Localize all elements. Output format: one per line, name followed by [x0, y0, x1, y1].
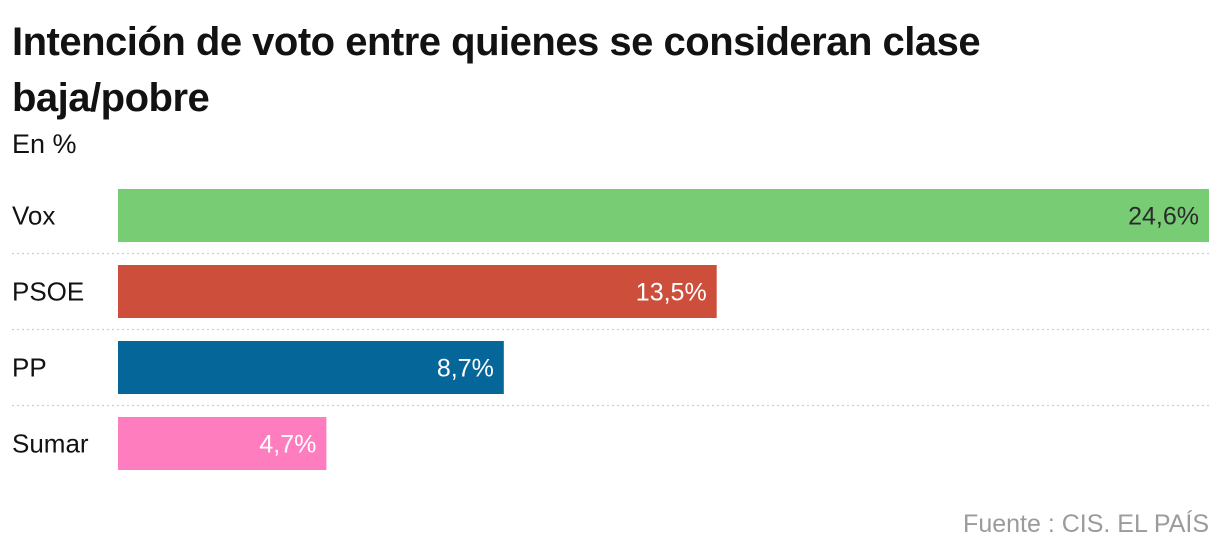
chart-subtitle: En %: [12, 129, 77, 159]
category-label: PSOE: [12, 277, 84, 307]
chart-title: Intención de voto entre quienes se consi…: [12, 20, 981, 120]
bar-row-pp: PP 8,7%: [12, 341, 1209, 407]
bar: [118, 189, 1209, 242]
category-label: Sumar: [12, 429, 89, 459]
value-label: 24,6%: [1128, 203, 1199, 231]
category-label: PP: [12, 353, 47, 383]
bar: [118, 417, 327, 470]
bar-row-psoe: PSOE 13,5%: [12, 265, 1209, 331]
bar-row-sumar: Sumar 4,7%: [12, 417, 327, 470]
value-label: 4,7%: [259, 431, 316, 459]
bar: [118, 265, 717, 318]
bar: [118, 341, 504, 394]
value-label: 13,5%: [636, 279, 707, 307]
source-note: Fuente : CIS. EL PAÍS: [963, 510, 1209, 538]
value-label: 8,7%: [437, 355, 494, 383]
category-label: Vox: [12, 201, 55, 231]
bar-row-vox: Vox 24,6%: [12, 189, 1209, 255]
